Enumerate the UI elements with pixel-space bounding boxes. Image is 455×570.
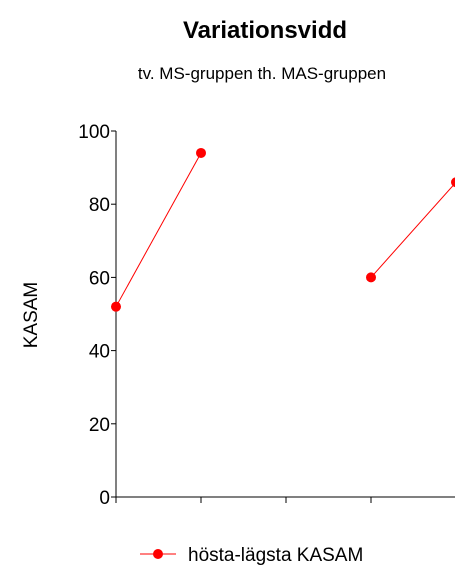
legend-label: hösta-lägsta KASAM (188, 545, 363, 566)
y-ticks: 0 20 40 60 80 100 (78, 122, 116, 509)
y-tick-label: 80 (89, 195, 110, 216)
y-tick-label: 0 (99, 488, 110, 509)
series-line (370, 182, 455, 278)
x-ticks (115, 497, 372, 503)
series-group (111, 147, 455, 312)
chart-title: Variationsvidd (183, 17, 347, 44)
y-tick-label: 100 (78, 122, 110, 143)
legend: hösta-lägsta KASAM (140, 545, 363, 566)
data-point (111, 301, 121, 312)
chart-subtitle: tv. MS-gruppen th. MAS-gruppen (138, 64, 386, 83)
y-tick-label: 60 (89, 268, 110, 289)
y-tick-label: 40 (89, 342, 110, 363)
y-tick-label: 20 (89, 415, 110, 436)
y-axis-label: KASAM (21, 282, 42, 349)
series-line (115, 152, 202, 307)
legend-marker (153, 549, 163, 559)
data-point (366, 272, 376, 283)
data-point (451, 177, 455, 188)
data-point (196, 147, 206, 158)
